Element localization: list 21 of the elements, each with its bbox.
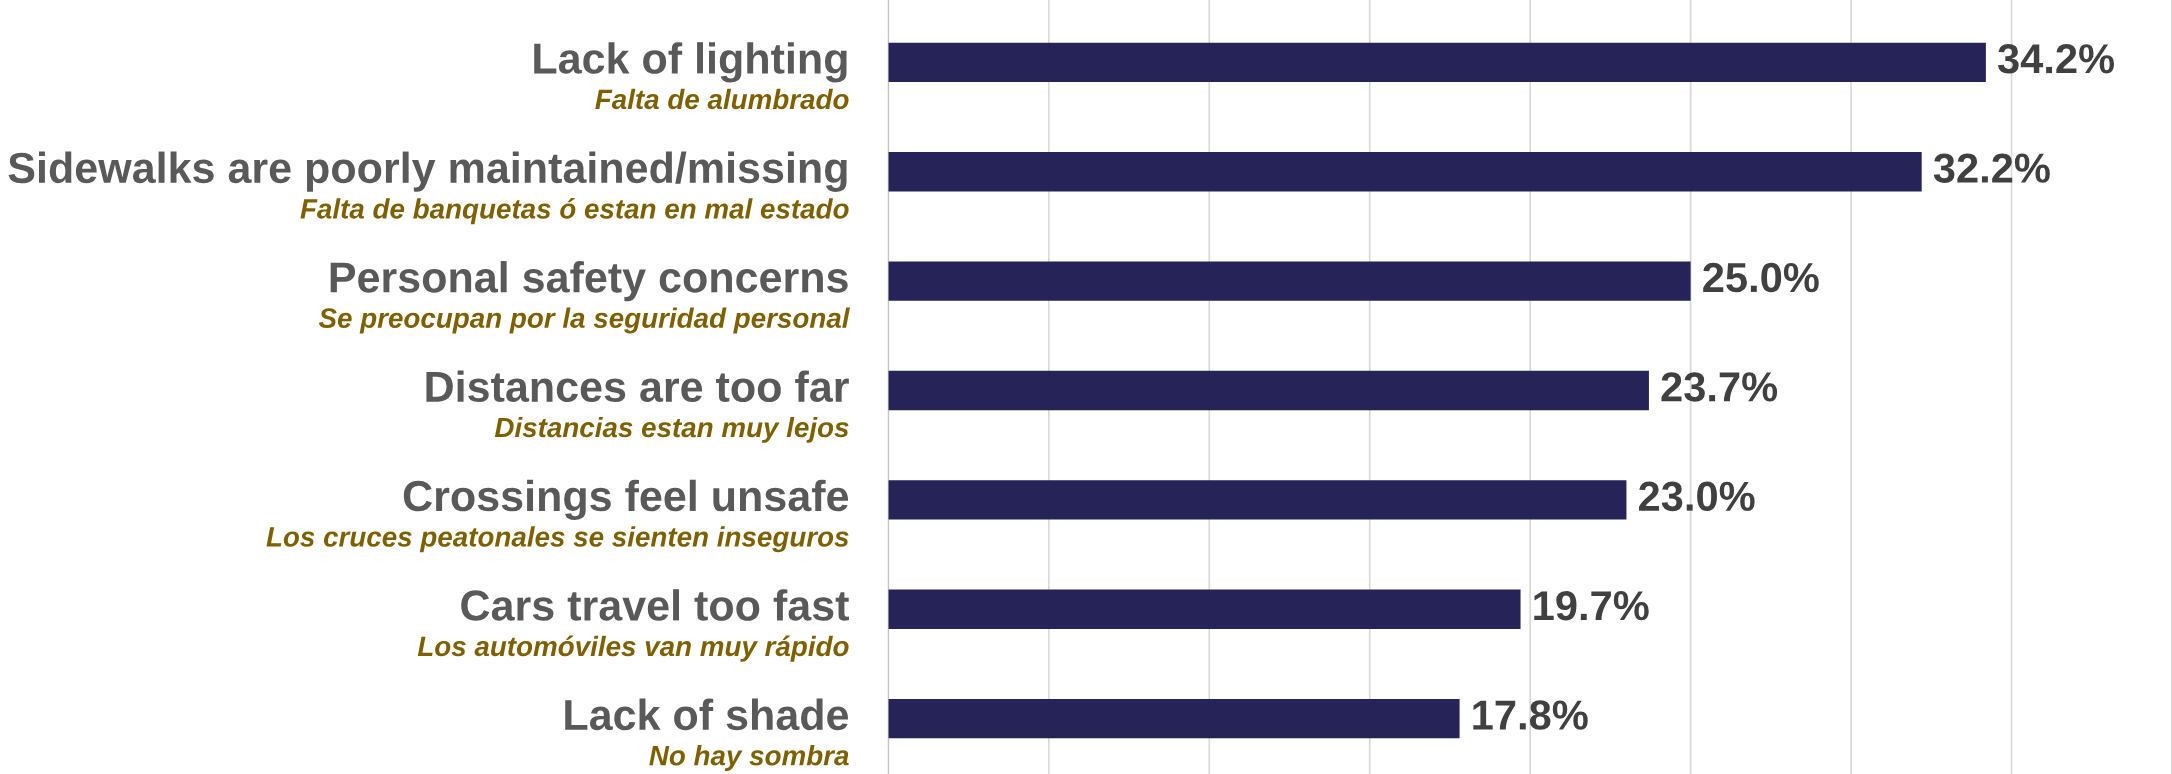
- y-tick-label: Crossings feel unsafe Los cruces peatonales se sienten inseguros: [266, 479, 849, 553]
- y-tick-label: Personal safety concerns Se preocupan por la seguridad personal: [318, 261, 850, 334]
- bar: [888, 42, 1986, 83]
- data-label: 25.0%: [1703, 262, 1819, 293]
- y-tick-label: Sidewalks are poorly maintained/missing Falta de banquetas ó estan en mal estado: [8, 151, 849, 225]
- bar: [888, 589, 1521, 629]
- y-tick-label: Lack of lighting Falta de alumbrado: [534, 42, 849, 110]
- bar: [888, 370, 1649, 411]
- data-label: 19.7%: [1534, 590, 1649, 621]
- bar: [888, 261, 1691, 301]
- y-tick-label: Cars travel too fast Los automóviles van muy rápido: [417, 589, 849, 662]
- bar: [888, 698, 1460, 739]
- data-label: 23.0%: [1639, 481, 1755, 512]
- data-label: 34.2%: [1997, 44, 2115, 74]
- bar: [888, 152, 1922, 192]
- data-label: 32.2%: [1933, 153, 2050, 183]
- data-label: 17.8%: [1473, 700, 1588, 730]
- y-tick-label: Lack of shade No hay sombra: [565, 698, 849, 771]
- data-label: 23.7%: [1661, 372, 1778, 402]
- bar: [888, 480, 1627, 520]
- y-tick-label: Distances are too far Distancias estan muy lejos: [426, 370, 849, 443]
